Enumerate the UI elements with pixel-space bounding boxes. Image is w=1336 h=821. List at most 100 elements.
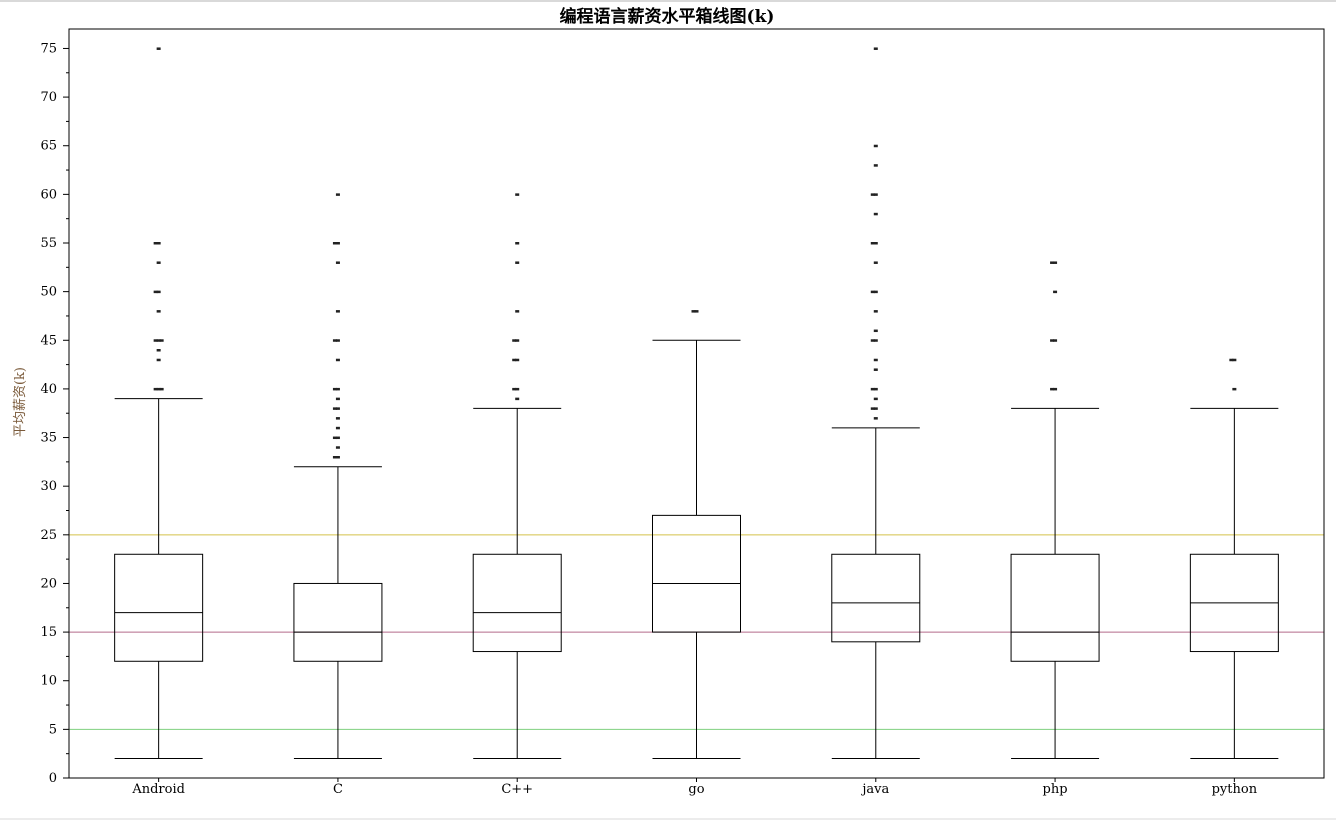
outlier-point-java: [873, 164, 878, 167]
x-tick-label-android: Android: [131, 782, 185, 797]
box-c: [293, 193, 383, 760]
outlier-point-php: [1050, 387, 1055, 391]
outlier-point-java: [873, 339, 878, 342]
outlier-point-java: [873, 387, 878, 391]
outlier-point-java: [870, 193, 875, 196]
outlier-point-c: [335, 397, 340, 401]
y-tick-label-20: 20: [40, 576, 57, 591]
outlier-point-c: [335, 387, 340, 391]
outlier-point-c: [332, 456, 337, 459]
y-tick-label-0: 0: [49, 771, 57, 786]
y-axis-label: 平均薪资(k): [13, 367, 28, 437]
outlier-point-java: [870, 387, 875, 391]
plot-frame: [68, 28, 1325, 779]
outlier-point-php: [1053, 261, 1058, 264]
outlier-point-android: [156, 47, 161, 50]
outlier-point-c: [335, 193, 340, 196]
outlier-point-cpp: [515, 339, 520, 342]
outlier-point-c: [335, 436, 340, 440]
outlier-point-c: [335, 310, 340, 313]
outlier-point-android: [156, 339, 161, 342]
outlier-point-android: [156, 358, 161, 362]
outlier-point-c: [335, 417, 340, 420]
outlier-point-android: [156, 387, 161, 391]
outlier-point-cpp: [515, 193, 520, 196]
outlier-point-android: [156, 349, 161, 352]
x-tick-label-c: C: [333, 782, 343, 797]
iqr-box-c: [293, 582, 383, 662]
outlier-point-cpp: [515, 358, 520, 362]
outlier-point-android: [156, 290, 161, 294]
outlier-point-android: [156, 310, 161, 313]
outlier-point-cpp: [512, 339, 517, 342]
outlier-point-android: [159, 387, 164, 391]
outlier-point-c: [335, 261, 340, 264]
outlier-point-android: [153, 242, 158, 245]
outlier-point-php: [1050, 261, 1055, 264]
y-tick-label-65: 65: [40, 139, 57, 154]
outlier-point-java: [870, 407, 875, 410]
outlier-point-php: [1050, 339, 1055, 342]
outlier-point-cpp: [515, 242, 520, 245]
outlier-point-cpp: [515, 387, 520, 391]
outlier-point-c: [335, 407, 340, 410]
box-php: [1010, 261, 1100, 760]
outlier-point-android: [153, 290, 158, 294]
outlier-point-cpp: [512, 387, 517, 391]
outlier-point-c: [332, 339, 337, 342]
box-python: [1189, 358, 1279, 760]
outlier-point-python: [1229, 358, 1234, 362]
outlier-point-cpp: [515, 310, 520, 313]
x-tick-label-php: php: [1043, 782, 1068, 797]
y-tick-label-50: 50: [40, 285, 57, 300]
x-tick-label-go: go: [688, 782, 704, 797]
y-tick-label-30: 30: [40, 479, 57, 494]
outlier-point-php: [1053, 339, 1058, 342]
outlier-point-java: [870, 290, 875, 294]
outlier-point-android: [153, 339, 158, 342]
outlier-point-c: [332, 407, 337, 410]
outlier-point-cpp: [515, 261, 520, 264]
outlier-point-c: [332, 436, 337, 440]
outlier-point-android: [159, 339, 164, 342]
box-go: [652, 310, 741, 760]
y-tick-label-55: 55: [40, 236, 57, 251]
iqr-box-java: [831, 553, 921, 643]
outlier-point-java: [873, 242, 878, 245]
outlier-point-java: [873, 368, 878, 371]
x-tick-label-python: python: [1212, 782, 1258, 797]
x-tick-label-cpp: C++: [501, 782, 533, 797]
outlier-point-c: [335, 339, 340, 342]
iqr-box-cpp: [472, 553, 562, 653]
outlier-point-cpp: [515, 397, 520, 401]
y-tick-label-45: 45: [40, 333, 57, 348]
outlier-point-java: [873, 397, 878, 401]
iqr-box-android: [114, 553, 204, 662]
outlier-point-java: [873, 407, 878, 410]
outlier-point-c: [335, 242, 340, 245]
y-tick-label-10: 10: [40, 674, 57, 689]
iqr-box-go: [652, 514, 741, 633]
outlier-point-java: [873, 417, 878, 420]
outlier-point-c: [335, 426, 340, 430]
x-axis: Android C C++ go java php python: [131, 778, 1258, 797]
outlier-point-c: [332, 242, 337, 245]
outlier-point-c: [332, 387, 337, 391]
outlier-point-java: [873, 358, 878, 362]
outlier-point-python: [1232, 387, 1237, 391]
x-tick-label-java: java: [860, 782, 889, 797]
y-tick-label-35: 35: [40, 431, 57, 446]
y-tick-label-15: 15: [40, 625, 57, 640]
y-tick-label-75: 75: [40, 41, 57, 56]
outlier-point-java: [873, 290, 878, 294]
outlier-point-java: [870, 339, 875, 342]
outlier-point-java: [873, 144, 878, 148]
outlier-point-c: [335, 358, 340, 362]
y-tick-label-25: 25: [40, 528, 57, 543]
outlier-point-php: [1053, 387, 1058, 391]
outlier-point-java: [873, 47, 878, 50]
outlier-point-java: [870, 242, 875, 245]
y-tick-label-40: 40: [40, 382, 57, 397]
